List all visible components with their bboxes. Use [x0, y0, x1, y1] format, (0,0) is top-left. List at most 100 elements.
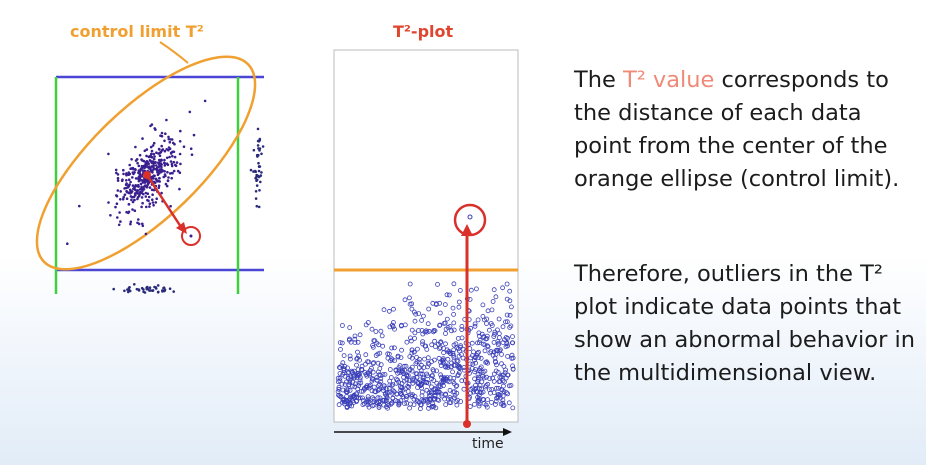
marginal-point: [256, 155, 259, 158]
t2-point: [409, 355, 415, 361]
cluster-point: [117, 223, 121, 227]
t2-point: [425, 360, 431, 366]
cluster-point: [115, 171, 118, 175]
cluster-point: [166, 170, 169, 174]
t2-point: [453, 383, 459, 389]
cluster-point: [127, 178, 131, 181]
cluster-point: [149, 159, 152, 163]
t2-point: [367, 400, 373, 406]
t2-point: [399, 347, 405, 353]
marginal-point: [256, 144, 260, 147]
t2-point: [388, 401, 394, 407]
t2-point: [403, 394, 409, 399]
t2-point: [472, 357, 477, 363]
t2-point: [420, 313, 426, 319]
t2-plot: [333, 49, 519, 436]
t2-point: [357, 395, 363, 401]
data-cluster: [66, 99, 207, 245]
t2-point: [431, 357, 437, 363]
t2-point: [459, 378, 465, 384]
t2-point: [396, 365, 402, 371]
cluster-point: [129, 222, 132, 226]
cluster-point: [163, 139, 166, 143]
cluster-point: [140, 158, 143, 161]
label-pointer-line: [159, 41, 189, 64]
t2-point: [493, 385, 499, 391]
t2-point: [493, 294, 499, 300]
marginal-point: [255, 204, 259, 208]
cluster-point: [107, 152, 110, 156]
t2-point: [450, 369, 456, 375]
t2-point: [476, 330, 482, 336]
t2-point: [457, 287, 463, 293]
marginal-point: [254, 190, 258, 193]
cluster-point: [125, 179, 128, 182]
t2-point: [468, 390, 474, 396]
t2-point: [339, 340, 345, 346]
t2-point: [378, 328, 384, 334]
t2-point: [341, 353, 347, 359]
cluster-point: [163, 162, 166, 165]
t2-point: [440, 357, 446, 363]
t2-point: [381, 402, 387, 408]
t2-point: [470, 361, 476, 367]
t2-point: [366, 385, 372, 391]
t2-point: [500, 393, 506, 399]
cluster-point: [164, 182, 168, 186]
cluster-point: [170, 164, 174, 168]
cluster-point: [163, 158, 166, 162]
cluster-point: [125, 197, 129, 200]
cluster-point: [151, 160, 155, 163]
t2-point: [509, 352, 515, 358]
t2-point: [366, 404, 372, 410]
t2-point: [409, 350, 415, 356]
t2-point: [414, 354, 420, 360]
t2-point: [393, 367, 399, 373]
t2-point: [344, 394, 350, 399]
t2-point: [391, 345, 397, 351]
t2-point: [449, 328, 454, 334]
cluster-point: [178, 152, 182, 156]
t2-point: [490, 352, 496, 358]
t2-point: [376, 383, 382, 389]
t2-point: [384, 390, 390, 396]
cluster-point: [107, 201, 110, 204]
t2-point: [365, 370, 371, 376]
cluster-point: [116, 179, 120, 182]
t2-point: [505, 353, 511, 359]
cluster-point: [173, 142, 176, 146]
t2-point: [407, 335, 413, 341]
t2-point: [510, 363, 515, 369]
marginal-point: [127, 288, 131, 292]
t2-point: [503, 335, 509, 340]
t2-point: [395, 354, 401, 360]
cluster-point: [142, 192, 145, 196]
outlier-point: [189, 234, 193, 238]
t2-point: [343, 379, 349, 385]
t2-point: [484, 404, 490, 410]
cluster-point: [141, 169, 145, 172]
marginal-point: [161, 289, 164, 292]
cluster-point: [143, 181, 147, 184]
t2-point: [459, 323, 465, 329]
t2-point: [480, 341, 486, 347]
t2-point: [351, 393, 356, 399]
cluster-point: [144, 191, 148, 195]
t2-point: [378, 376, 384, 382]
t2-point: [508, 382, 514, 388]
t2-point: [482, 384, 488, 390]
t2-point: [486, 327, 492, 333]
cluster-point: [121, 197, 125, 201]
t2-point: [445, 324, 451, 330]
t2-point: [418, 383, 424, 389]
t2-point: [411, 402, 417, 408]
cluster-point: [157, 152, 160, 155]
cluster-point: [168, 140, 172, 144]
t2-value-highlight: T² value: [623, 67, 715, 93]
cluster-point: [134, 194, 137, 197]
t2-point: [468, 287, 474, 293]
marginal-point: [258, 137, 262, 141]
marginal-point: [249, 168, 253, 172]
cluster-point: [131, 208, 134, 211]
t2-point: [377, 398, 383, 404]
